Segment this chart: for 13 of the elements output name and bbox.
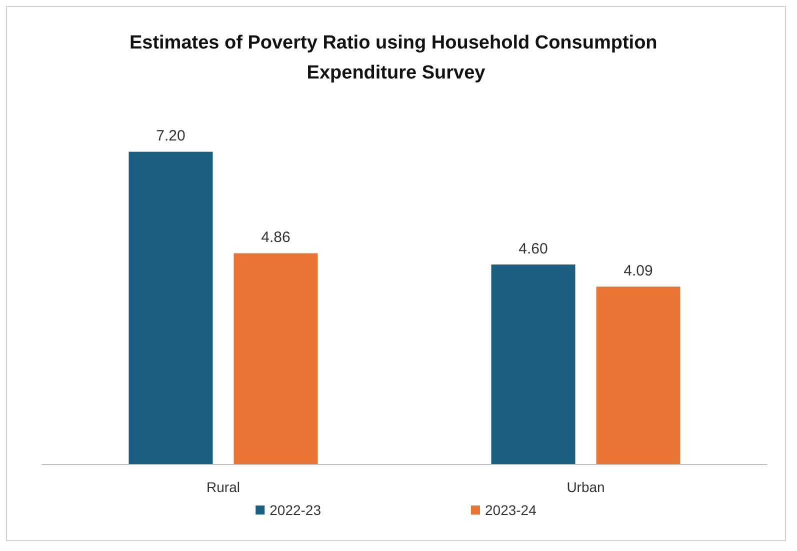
bar — [596, 286, 680, 464]
x-tick-label: Rural — [206, 479, 240, 495]
x-tick-label: Urban — [566, 479, 605, 495]
data-label: 4.86 — [261, 229, 290, 246]
data-label: 7.20 — [156, 128, 186, 145]
bar — [491, 264, 576, 464]
legend-label: 2022-23 — [270, 502, 322, 518]
chart-title: Estimates of Poverty Ratio using Household Consumption Expenditure Survey — [129, 32, 663, 84]
data-label: 4.09 — [624, 262, 653, 280]
bar — [128, 152, 213, 464]
bar — [234, 253, 318, 464]
legend-label: 2023-24 — [485, 502, 537, 518]
data-label: 4.60 — [518, 240, 548, 258]
